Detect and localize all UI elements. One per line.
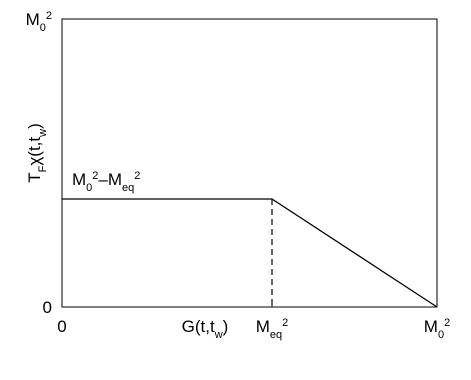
plot-frame bbox=[61, 18, 438, 308]
y-tick-label-part: 0 bbox=[43, 298, 52, 317]
line bbox=[62, 198, 438, 308]
x-tick-label: M02 bbox=[424, 317, 450, 341]
y-axis-label-sub: F bbox=[37, 165, 49, 172]
annotation: M02–Meq2 bbox=[72, 170, 140, 194]
y-tick-label-sup: 2 bbox=[46, 10, 52, 22]
x-axis-label-sub: w bbox=[214, 329, 223, 341]
x-axis-label-part: ) bbox=[223, 317, 229, 336]
x-axis-label-part: G(t,t bbox=[182, 317, 215, 336]
y-tick-label: 0 bbox=[43, 298, 52, 317]
annotation-part: M bbox=[72, 170, 86, 189]
y-axis-label-part: T bbox=[25, 172, 44, 182]
y-axis-label-part: χ(t,t bbox=[25, 137, 44, 166]
x-tick-label: 0 bbox=[57, 317, 66, 336]
y-axis-label: TFχ(t,tw) bbox=[25, 123, 49, 183]
x-axis-label: G(t,tw) bbox=[182, 317, 229, 341]
x-tick-label-sub: eq bbox=[270, 329, 282, 341]
x-tick-label-sub: 0 bbox=[438, 329, 444, 341]
x-tick-label-part: M bbox=[256, 317, 270, 336]
x-tick-label-sup: 2 bbox=[444, 317, 450, 329]
y-tick-label: M02 bbox=[26, 10, 52, 34]
y-axis-label-sub: w bbox=[37, 129, 49, 138]
y-tick-label-sub: 0 bbox=[40, 22, 46, 34]
annotation-sub: 0 bbox=[86, 182, 92, 194]
y-axis-label-part: ) bbox=[25, 123, 44, 129]
annotation-sub: eq bbox=[122, 182, 134, 194]
x-tick-label: Meq2 bbox=[256, 317, 289, 341]
x-tick-label-sup: 2 bbox=[282, 317, 288, 329]
annotation-sup: 2 bbox=[92, 170, 98, 182]
x-tick-label-part: 0 bbox=[57, 317, 66, 336]
annotation-sup: 2 bbox=[134, 170, 140, 182]
y-tick-label-part: M bbox=[26, 10, 40, 29]
annotation-part: –M bbox=[98, 170, 122, 189]
x-tick-label-part: M bbox=[424, 317, 438, 336]
